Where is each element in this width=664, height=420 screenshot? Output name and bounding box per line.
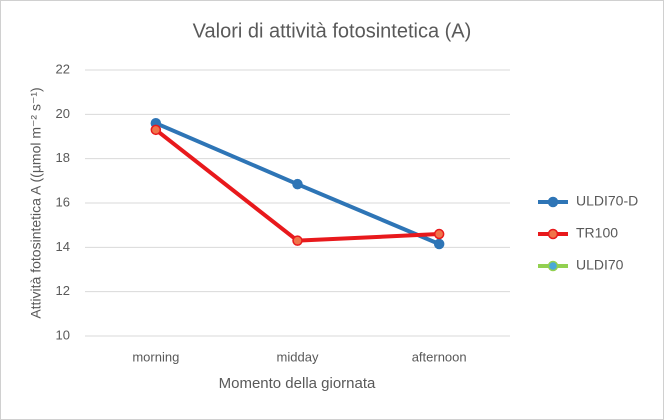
- y-tick-label: 16: [56, 194, 70, 209]
- legend-label: ULDI70-D: [576, 193, 638, 209]
- x-axis-label: Momento della giornata: [219, 375, 376, 392]
- point-marker: [433, 238, 445, 250]
- y-axis-label: Attività fotosintetica A ((µmol m⁻² s⁻¹): [28, 87, 44, 318]
- legend-marker: [547, 228, 559, 240]
- y-tick-label: 18: [56, 150, 70, 165]
- point-marker: [433, 228, 445, 240]
- y-tick-label: 20: [56, 106, 70, 121]
- x-tick-label: afternoon: [412, 349, 467, 364]
- x-tick-label: morning: [132, 349, 179, 364]
- legend-label: TR100: [576, 225, 618, 241]
- y-tick-label: 22: [56, 61, 70, 76]
- y-tick-label: 12: [56, 283, 70, 298]
- point-marker: [150, 124, 162, 136]
- legend-label: ULDI70: [576, 257, 624, 273]
- legend-marker: [547, 260, 559, 272]
- point-marker: [292, 235, 303, 246]
- x-tick-label: midday: [277, 349, 319, 364]
- chart-title: Valori di attività fotosintetica (A): [193, 20, 472, 42]
- legend-marker: [547, 196, 559, 208]
- y-tick-label: 14: [56, 239, 70, 254]
- y-tick-label: 10: [56, 327, 70, 342]
- point-marker: [292, 178, 303, 190]
